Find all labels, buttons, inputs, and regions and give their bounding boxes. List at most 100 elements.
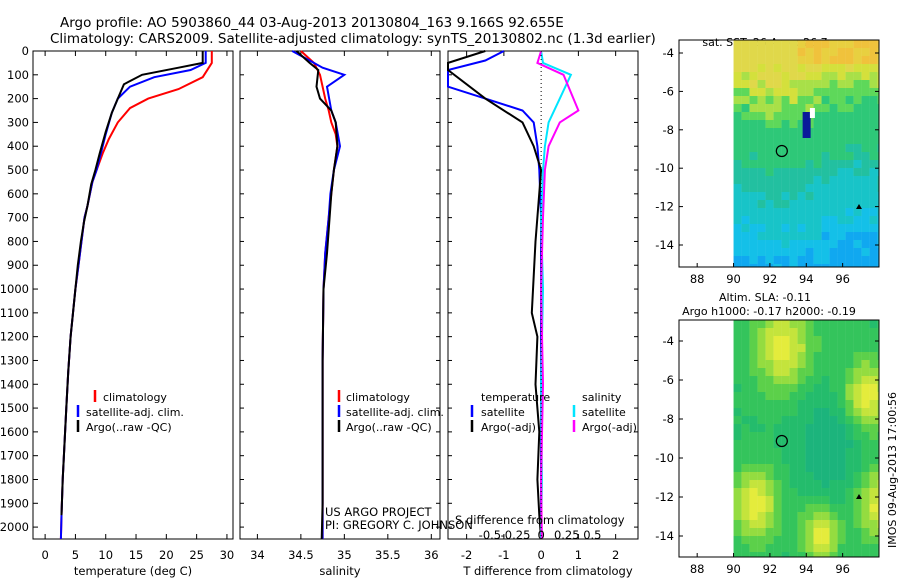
sla-cell <box>757 360 766 368</box>
sla-cell <box>797 432 806 440</box>
sla-cell <box>781 328 790 336</box>
sst-cell <box>789 48 798 56</box>
sst-cell <box>733 128 742 136</box>
sst-cell <box>741 72 750 80</box>
sla-cell <box>749 456 758 464</box>
map-y-tick-label: -14 <box>655 238 674 252</box>
sst-cell <box>781 120 790 128</box>
sst-cell <box>829 160 838 168</box>
sst-cell <box>741 152 750 160</box>
sst-cell <box>813 264 822 267</box>
sst-cell <box>861 168 870 176</box>
sst-cell <box>741 88 750 96</box>
sst-cell <box>837 104 846 112</box>
sla-cell <box>837 360 846 368</box>
project-label: US ARGO PROJECT <box>325 505 433 519</box>
sst-cell <box>781 216 790 224</box>
sla-cell <box>733 416 742 424</box>
sla-cell <box>773 352 782 360</box>
sst-cell <box>837 192 846 200</box>
sst-cell <box>765 56 774 64</box>
x-tick-label: 2 <box>612 548 619 562</box>
sla-cell <box>781 440 790 448</box>
sst-cell <box>837 160 846 168</box>
sst-cell <box>853 184 862 192</box>
sla-cell <box>757 464 766 472</box>
sst-cell <box>861 176 870 184</box>
sla-cell <box>829 416 838 424</box>
sla-cell <box>797 384 806 392</box>
x-tick-label: 0 <box>537 548 544 562</box>
sla-cell <box>837 480 846 488</box>
sla-cell <box>853 504 862 512</box>
sst-cell <box>869 128 878 136</box>
sst-cell <box>733 64 742 72</box>
sla-cell <box>821 512 830 520</box>
sla-cell <box>853 320 862 328</box>
sst-cell <box>845 64 854 72</box>
sst-cell <box>813 200 822 208</box>
sst-cell <box>853 216 862 224</box>
sla-cell <box>829 432 838 440</box>
sst-cell <box>781 232 790 240</box>
sla-cell <box>741 328 750 336</box>
sla-cell <box>773 360 782 368</box>
sst-cell <box>877 248 879 256</box>
sst-cell <box>757 104 766 112</box>
sla-cell <box>821 416 830 424</box>
sst-cell <box>749 152 758 160</box>
sla-cell <box>765 432 774 440</box>
sla-cell <box>733 472 742 480</box>
sst-cell <box>813 256 822 264</box>
sla-cell <box>813 456 822 464</box>
sst-cell <box>877 40 879 48</box>
sst-cell <box>861 232 870 240</box>
sla-cell <box>829 400 838 408</box>
sst-cell <box>749 264 758 267</box>
sla-cell <box>773 496 782 504</box>
sla-cell <box>853 536 862 544</box>
sla-cell <box>869 504 878 512</box>
sla-cell <box>861 512 870 520</box>
sla-cell <box>741 552 750 557</box>
sla-cell <box>733 376 742 384</box>
s-tick-label: -0.5 <box>479 528 501 542</box>
sst-cell <box>773 240 782 248</box>
sst-cell <box>797 152 806 160</box>
sla-cell <box>765 456 774 464</box>
sla-cell <box>781 400 790 408</box>
sla-cell <box>869 368 878 376</box>
sst-cell <box>781 144 790 152</box>
sst-cell <box>733 48 742 56</box>
sst-cell <box>805 88 814 96</box>
sst-cell <box>741 208 750 216</box>
sla-cell <box>741 520 750 528</box>
sst-cell <box>733 40 742 48</box>
sla-cell <box>821 520 830 528</box>
sst-cell <box>749 248 758 256</box>
sst-cell <box>829 136 838 144</box>
sst-cell <box>765 160 774 168</box>
sst-cell <box>741 80 750 88</box>
sla-cell <box>861 552 870 557</box>
sst-cell <box>757 256 766 264</box>
sst-cell <box>877 256 879 264</box>
sst-cell <box>813 144 822 152</box>
sla-cell <box>877 384 879 392</box>
sla-cell <box>837 328 846 336</box>
sst-cell <box>733 112 742 120</box>
sla-cell <box>765 512 774 520</box>
sla-cell <box>741 352 750 360</box>
sla-cell <box>781 416 790 424</box>
sst-cell <box>757 208 766 216</box>
sst-cell <box>733 160 742 168</box>
sst-cell <box>853 160 862 168</box>
sla-cell <box>765 504 774 512</box>
temperature-panel <box>32 50 234 540</box>
sla-cell <box>789 544 798 552</box>
sst-cell <box>765 168 774 176</box>
sla-cell <box>861 520 870 528</box>
sla-cell <box>765 368 774 376</box>
sla-cell <box>765 424 774 432</box>
sla-cell <box>789 480 798 488</box>
